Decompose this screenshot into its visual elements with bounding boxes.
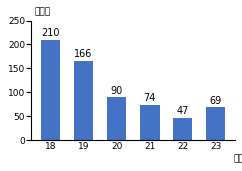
Text: 166: 166 [74, 49, 93, 59]
Text: 74: 74 [144, 93, 156, 103]
Text: 90: 90 [111, 86, 123, 96]
Bar [41, 40, 60, 140]
Text: （社）: （社） [34, 8, 50, 17]
Bar [206, 107, 226, 140]
Bar [107, 97, 127, 140]
Text: 47: 47 [176, 106, 189, 116]
Text: 210: 210 [41, 28, 60, 38]
Bar [74, 61, 93, 140]
Text: 69: 69 [210, 96, 222, 106]
Bar [173, 118, 192, 140]
Text: （年度）: （年度） [234, 155, 242, 164]
Bar [140, 105, 159, 140]
